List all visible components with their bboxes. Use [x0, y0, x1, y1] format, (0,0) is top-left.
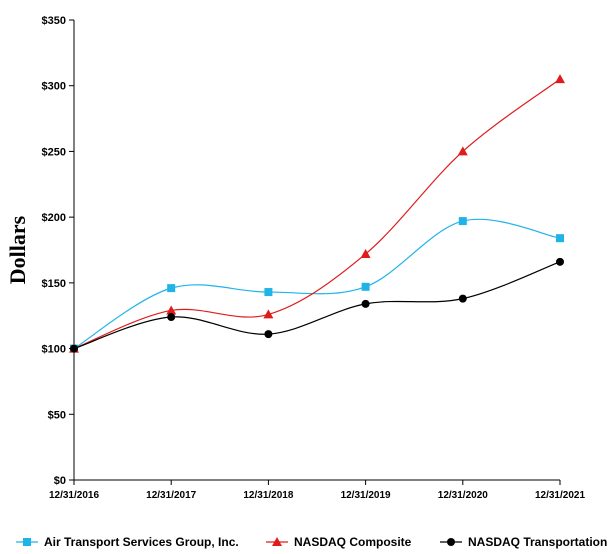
series-1 — [69, 74, 565, 353]
y-tick-label: $200 — [42, 212, 66, 224]
x-axis: 12/31/2016 12/31/2017 12/31/2018 12/31/2019… — [49, 479, 585, 501]
x-tick-label: 12/31/2018 — [243, 490, 293, 501]
legend-label: Air Transport Services Group, Inc. — [44, 535, 239, 549]
data-point — [555, 74, 565, 84]
data-point — [167, 284, 176, 293]
series-0 — [70, 217, 564, 353]
data-point — [458, 217, 467, 226]
legend: Air Transport Services Group, Inc. NASDAQ… — [16, 535, 607, 549]
legend-marker — [23, 538, 31, 546]
data-point — [457, 146, 468, 156]
x-tick-label: 12/31/2020 — [438, 490, 488, 501]
y-tick-label: $50 — [48, 409, 66, 421]
y-tick-label: $150 — [42, 278, 66, 290]
x-tick-label: 12/31/2021 — [535, 490, 585, 501]
series-2 — [70, 257, 564, 353]
legend-marker — [272, 537, 282, 546]
legend-item: Air Transport Services Group, Inc. — [16, 535, 239, 549]
legend-marker — [447, 538, 455, 546]
legend-label: NASDAQ Transportation — [468, 535, 607, 549]
data-point — [167, 313, 176, 322]
data-point — [263, 309, 274, 319]
data-point — [361, 282, 370, 291]
x-tick-label: 12/31/2019 — [341, 490, 391, 501]
y-axis-label: Dollars — [5, 215, 30, 284]
data-point — [360, 248, 371, 258]
series-layer — [69, 74, 565, 353]
y-tick-label: $350 — [42, 15, 66, 27]
series-line — [73, 78, 561, 350]
legend-item: NASDAQ Transportation — [440, 535, 607, 549]
x-tick-label: 12/31/2016 — [49, 490, 99, 501]
y-tick-label: $300 — [42, 81, 66, 93]
data-point — [166, 305, 177, 315]
x-tick-label: 12/31/2017 — [146, 490, 196, 501]
data-point — [556, 234, 564, 243]
data-point — [556, 257, 564, 266]
series-line — [73, 261, 561, 350]
data-point — [264, 288, 273, 297]
y-axis: $0 $50 $100 $150 $200 $250 $300 $350 — [42, 15, 75, 487]
data-point — [361, 299, 370, 308]
data-point — [70, 344, 78, 353]
data-point — [458, 294, 467, 303]
legend-item: NASDAQ Composite — [266, 535, 412, 549]
y-tick-label: $250 — [42, 146, 66, 158]
y-tick-label: $0 — [54, 475, 66, 487]
y-tick-label: $100 — [42, 344, 66, 356]
data-point — [264, 330, 273, 339]
legend-label: NASDAQ Composite — [294, 535, 412, 549]
series-line — [73, 218, 561, 350]
